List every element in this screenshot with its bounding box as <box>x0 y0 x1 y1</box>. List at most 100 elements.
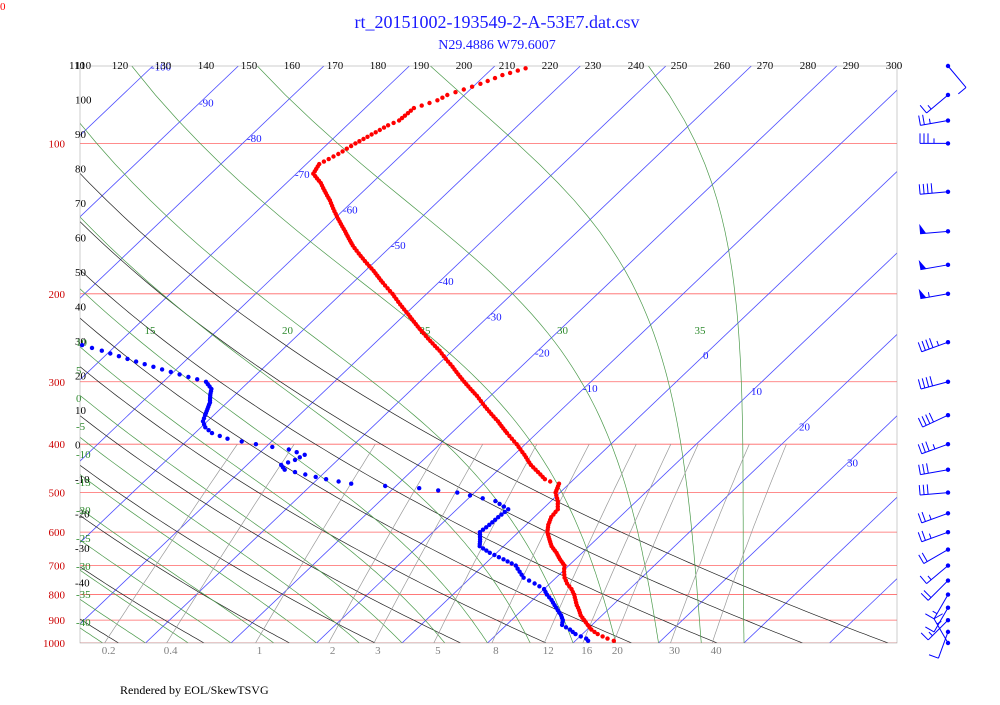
moist-left-label: -25 <box>76 533 91 545</box>
wind-barb-flag <box>929 655 938 658</box>
moist-left-label: 0 <box>76 393 82 405</box>
pressure-label: 500 <box>49 488 66 500</box>
dewpoint-point <box>293 470 297 474</box>
temperature-point <box>336 152 340 156</box>
temperature-point <box>548 479 552 483</box>
wind-barb-pennant <box>919 260 927 270</box>
mixing-ratio-label: 5 <box>435 645 441 657</box>
dewpoint-point <box>240 439 244 443</box>
moist-left-label: 5 <box>76 365 82 377</box>
dewpoint-point <box>324 477 328 481</box>
theta-left-label: 10 <box>75 405 87 417</box>
wind-barb-flag <box>929 413 933 422</box>
isotherm-label: 20 <box>799 422 811 434</box>
wind-barb-half-flag <box>929 515 931 520</box>
isotherm-label: 0 <box>703 350 709 362</box>
dewpoint-point <box>206 428 210 432</box>
chart-title: rt_20151002-193549-2-A-53E7.dat.csv <box>355 12 640 32</box>
wind-barb <box>919 183 950 194</box>
theta-left-label: 40 <box>75 302 87 314</box>
dewpoint-point <box>542 587 546 591</box>
temperature-point <box>453 90 457 94</box>
isotherm-label: -60 <box>343 204 358 216</box>
isotherm-line <box>488 66 1000 643</box>
temperature-point <box>386 123 390 127</box>
wind-barb-flag <box>922 416 926 425</box>
wind-barb-flag <box>922 531 925 540</box>
dewpoint-point <box>295 450 299 454</box>
wind-barb-flag <box>919 485 920 495</box>
isotherm-line <box>60 66 666 643</box>
temperature-point <box>382 125 386 129</box>
isotherm-line <box>915 66 1000 643</box>
mixing-ratio-line <box>167 444 295 643</box>
temperature-point <box>331 154 335 158</box>
isotherm-label: -10 <box>583 383 598 395</box>
temperature-point <box>322 159 326 163</box>
wind-barb-staff <box>922 342 948 352</box>
dewpoint-point <box>492 553 496 557</box>
wind-barb-flag <box>958 87 966 93</box>
wind-barb-flag <box>918 444 921 453</box>
moist-top-label: 30 <box>557 325 569 337</box>
temperature-point <box>361 137 365 141</box>
mixing-ratio-label: 2 <box>330 645 336 657</box>
dewpoint-point <box>293 458 297 462</box>
mixing-ratio-label: 30 <box>669 645 681 657</box>
dewpoint-point <box>210 431 214 435</box>
moist-top-label: 35 <box>695 325 707 337</box>
dewpoint-point <box>303 453 307 457</box>
isotherm-label: -70 <box>295 169 310 181</box>
isotherm-line <box>0 66 495 643</box>
wind-barbs <box>918 64 966 658</box>
pressure-label: 300 <box>49 377 66 389</box>
mixing-ratio-line <box>256 444 376 643</box>
wind-barb-flag <box>925 614 934 619</box>
isotherm-label: -40 <box>439 276 454 288</box>
dewpoint-point <box>254 442 258 446</box>
isotherm-label: -30 <box>487 312 502 324</box>
dewpoint-point <box>527 578 531 582</box>
wind-barb-flag <box>927 463 929 473</box>
moist-adiabat-line <box>0 66 445 643</box>
dewpoint-point <box>502 504 506 508</box>
temperature-point <box>435 98 439 102</box>
moist-adiabat-line <box>0 66 359 643</box>
wind-barb-flag <box>923 184 924 194</box>
moist-left-label: -35 <box>76 589 91 601</box>
wind-barb-flag <box>926 340 929 349</box>
dewpoint-point <box>169 370 173 374</box>
pressure-label: 400 <box>49 439 66 451</box>
wind-barb <box>920 93 950 113</box>
temperature-point <box>427 101 431 105</box>
wind-barb-flag <box>931 183 932 193</box>
wind-barb <box>918 442 950 454</box>
moist-left-label: -15 <box>76 477 91 489</box>
pressure-label: 200 <box>49 289 66 301</box>
dewpoint-point <box>506 507 510 511</box>
pressure-label: 700 <box>49 561 66 573</box>
pressure-label: 100 <box>49 138 66 150</box>
dewpoint-point <box>151 365 155 369</box>
isotherm-line <box>0 66 153 643</box>
temperature-point <box>523 66 527 70</box>
mixing-ratio-label: 8 <box>493 645 499 657</box>
wind-barb-flag <box>922 378 925 388</box>
temperature-point <box>470 85 474 89</box>
wind-barb-staff <box>938 632 948 658</box>
temperature-point <box>412 106 416 110</box>
isotherm-line <box>0 66 67 643</box>
dewpoint-point <box>186 375 190 379</box>
plot-area: 1002003004005006007008009001000-100-90-8… <box>0 60 1000 657</box>
dewpoint-point <box>564 625 568 629</box>
wind-barb-flag <box>918 513 921 522</box>
wind-barb-flag <box>918 379 921 389</box>
dry-adiabat-line <box>0 66 803 643</box>
moist-adiabat-line <box>648 66 744 643</box>
wind-barb-station <box>946 340 950 344</box>
wind-barb-half-flag <box>928 105 931 109</box>
isotherm-line <box>402 66 1000 643</box>
wind-barb <box>919 115 951 126</box>
